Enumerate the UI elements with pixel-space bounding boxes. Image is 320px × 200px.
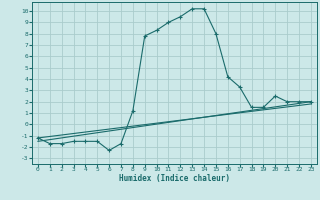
X-axis label: Humidex (Indice chaleur): Humidex (Indice chaleur) bbox=[119, 174, 230, 183]
